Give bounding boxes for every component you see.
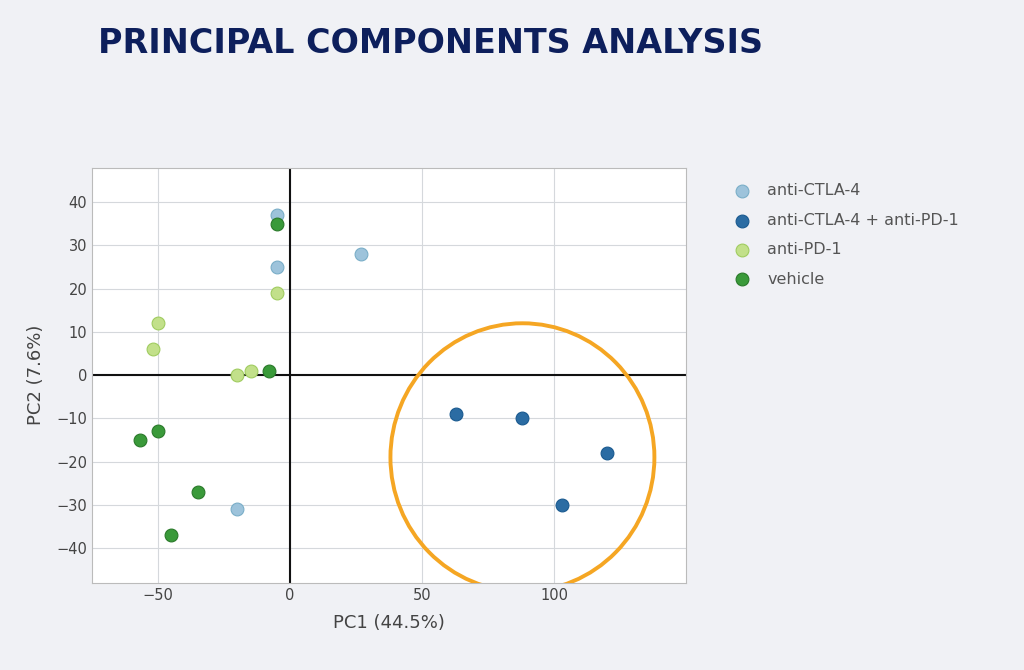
Point	[229, 370, 246, 381]
Point	[163, 530, 179, 541]
Point	[261, 366, 278, 377]
Point	[144, 344, 161, 354]
Point	[449, 409, 465, 419]
Point	[599, 448, 615, 458]
Y-axis label: PC2 (7.6%): PC2 (7.6%)	[28, 325, 45, 425]
Point	[150, 318, 166, 328]
Point	[554, 500, 570, 511]
Text: PRINCIPAL COMPONENTS ANALYSIS: PRINCIPAL COMPONENTS ANALYSIS	[97, 27, 763, 60]
Point	[131, 435, 147, 446]
Point	[268, 210, 285, 220]
Point	[243, 366, 259, 377]
X-axis label: PC1 (44.5%): PC1 (44.5%)	[333, 614, 445, 632]
Point	[514, 413, 530, 424]
Point	[150, 426, 166, 437]
Point	[268, 218, 285, 229]
Point	[268, 262, 285, 273]
Legend: anti-CTLA-4, anti-CTLA-4 + anti-PD-1, anti-PD-1, vehicle: anti-CTLA-4, anti-CTLA-4 + anti-PD-1, an…	[718, 176, 967, 295]
Point	[268, 287, 285, 298]
Point	[229, 504, 246, 515]
Point	[189, 486, 206, 497]
Point	[353, 249, 370, 259]
